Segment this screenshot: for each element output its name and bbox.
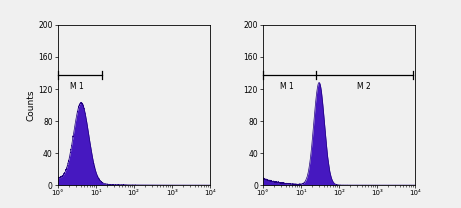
Text: M 2: M 2 [357,82,371,91]
Text: M 1: M 1 [70,82,83,91]
Y-axis label: Counts: Counts [26,89,35,121]
Text: M 1: M 1 [279,82,293,91]
